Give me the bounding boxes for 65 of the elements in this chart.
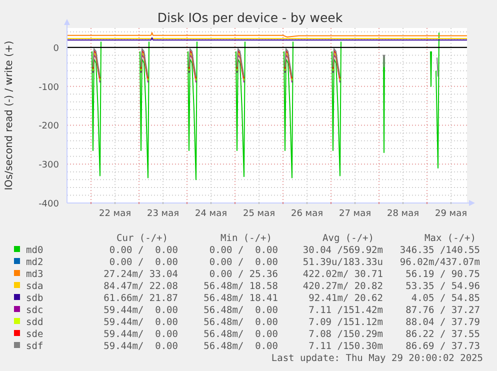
text: 56.48m/ 0.00 (204, 305, 278, 316)
legend-label: md3 (26, 269, 44, 280)
text: Cur (-/+) (116, 233, 168, 244)
text: 7.11 /150.30m (308, 341, 384, 352)
text: 59.44m/ 0.00 (104, 329, 178, 340)
text: 7.08 /150.29m (308, 329, 384, 340)
legend-label: sdd (26, 317, 44, 328)
text: 7.09 /151.12m (308, 317, 384, 328)
text: 86.69 / 37.73 (406, 341, 480, 352)
y-tick-label: -300 (38, 160, 60, 171)
text: 7.11 /151.42m (308, 305, 384, 316)
text: 59.44m/ 0.00 (104, 341, 178, 352)
x-tick-label: 26 мая (290, 209, 324, 219)
text: 53.35 / 54.96 (406, 281, 480, 292)
text: 56.19 / 90.75 (406, 269, 480, 280)
legend-label: sde (26, 329, 44, 340)
text: 59.44m/ 0.00 (104, 317, 178, 328)
x-tick-label: 28 мая (386, 209, 420, 219)
text: 61.66m/ 21.87 (104, 293, 178, 304)
y-axis-title: IOs/second read (-) / write (+) (4, 40, 15, 190)
text: 56.48m/ 18.58 (204, 281, 278, 292)
text: 0.00 / 0.00 (109, 257, 178, 268)
text: 0.00 / 0.00 (109, 245, 178, 256)
text: 92.41m/ 20.62 (308, 293, 383, 304)
text: 346.35 /140.55 (400, 245, 480, 256)
text: 0.00 / 0.00 (209, 257, 278, 268)
legend-label: md0 (26, 245, 44, 256)
text: 420.27m/ 20.82 (302, 281, 383, 292)
text: 0.00 / 0.00 (209, 245, 278, 256)
legend-label: sdf (26, 341, 44, 352)
y-tick-label: 0 (53, 44, 60, 54)
text: 0.00 / 25.36 (209, 269, 278, 280)
text: 422.02m/ 30.71 (302, 269, 384, 280)
text: 30.04 /569.92m (302, 245, 384, 256)
text: 88.04 / 37.79 (406, 317, 480, 328)
chart-title: Disk IOs per device - by week (157, 10, 344, 25)
legend-label: sda (26, 281, 44, 292)
y-tick-label: -100 (38, 82, 60, 93)
x-tick-label: 22 мая (98, 209, 132, 219)
text: Max (-/+) (424, 233, 476, 244)
text: 84.47m/ 22.08 (104, 281, 178, 292)
text: 56.48m/ 0.00 (204, 329, 278, 340)
legend-label: sdb (26, 293, 44, 304)
text: 87.76 / 37.27 (406, 305, 480, 316)
x-tick-label: 25 мая (242, 209, 276, 219)
text: Avg (-/+) (322, 233, 374, 244)
y-tick-label: -400 (38, 200, 60, 210)
legend-label: sdc (26, 305, 44, 316)
text: Min (-/+) (220, 233, 272, 244)
x-tick-label: 29 мая (434, 209, 468, 219)
text: 59.44m/ 0.00 (104, 305, 178, 316)
x-tick-label: 24 мая (194, 209, 228, 219)
text: 96.02m/437.07m (400, 257, 480, 268)
text: 27.24m/ 33.04 (104, 269, 178, 280)
text: 4.05 / 54.85 (411, 293, 480, 304)
text: 56.48m/ 0.00 (204, 317, 278, 328)
x-tick-label: 27 мая (338, 209, 372, 219)
text: Last update: Thu May 29 20:00:02 2025 (271, 353, 483, 364)
text: 51.39u/183.33u (302, 257, 383, 268)
x-tick-label: 23 мая (146, 209, 180, 219)
legend-label: md2 (26, 257, 44, 268)
text: 56.48m/ 18.41 (204, 293, 278, 304)
text: 56.48m/ 0.00 (204, 341, 278, 352)
text: 86.22 / 37.55 (406, 329, 480, 340)
y-tick-label: -200 (38, 122, 60, 132)
